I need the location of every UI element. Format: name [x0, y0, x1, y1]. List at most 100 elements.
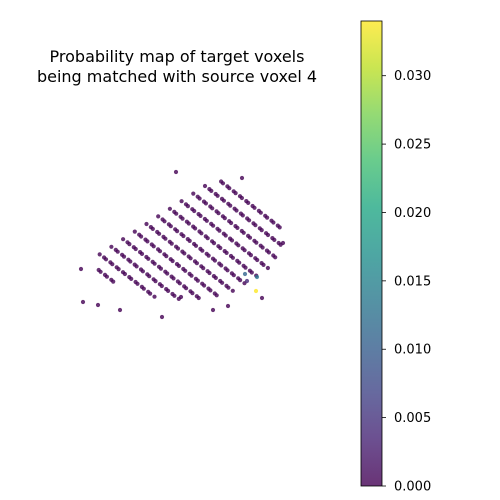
- voxel-point: [280, 240, 286, 246]
- voxel-point: [150, 226, 155, 231]
- voxel-point: [122, 271, 127, 277]
- voxel-point: [265, 232, 271, 238]
- voxel-point: [80, 299, 86, 305]
- voxel-point: [176, 263, 181, 268]
- voxel-point: [171, 276, 176, 281]
- colorbar-tick-label: 0.020: [394, 206, 431, 221]
- voxel-point: [240, 213, 245, 218]
- voxel-point: [169, 241, 174, 246]
- voxel-point: [135, 281, 140, 286]
- voxel-point: [272, 237, 277, 242]
- voxel-point: [211, 223, 216, 228]
- voxel-point: [207, 270, 212, 276]
- voxel-point: [220, 181, 226, 186]
- voxel-point: [202, 183, 208, 189]
- voxel-point: [252, 205, 257, 210]
- voxel-point: [139, 251, 145, 256]
- voxel-point: [165, 271, 170, 276]
- chart-title-line-2: being matched with source voxel 4: [37, 67, 317, 86]
- voxel-point: [219, 263, 224, 268]
- voxel-point: [228, 203, 233, 208]
- voxel-point: [238, 278, 243, 283]
- voxel-point: [164, 254, 169, 259]
- voxel-point: [229, 220, 234, 226]
- voxel-point: [265, 265, 270, 271]
- voxel-point: [254, 240, 259, 245]
- voxel-point: [98, 269, 103, 274]
- voxel-point: [192, 208, 197, 214]
- voxel-point: [191, 191, 196, 196]
- voxel-point: [227, 186, 232, 191]
- voxel-point: [183, 268, 188, 273]
- voxel-point: [206, 253, 211, 258]
- voxel-point: [152, 261, 157, 266]
- voxel-point: [193, 226, 198, 231]
- colorbar-tick-label: 0.010: [394, 343, 431, 358]
- voxel-point: [162, 219, 167, 224]
- voxel-point: [265, 215, 270, 220]
- voxel-point: [188, 256, 193, 261]
- voxel-point: [231, 273, 236, 278]
- voxel-point: [247, 235, 253, 240]
- voxel-point: [175, 246, 181, 251]
- voxel-point: [210, 307, 216, 313]
- voxel-point: [222, 216, 227, 221]
- voxel-point: [156, 214, 161, 219]
- voxel-point: [209, 188, 214, 193]
- voxel-point: [212, 258, 217, 263]
- voxel-point: [190, 291, 195, 296]
- voxel-point: [239, 175, 245, 181]
- voxel-point: [157, 231, 162, 236]
- colorbar: 0.000 0.005 0.010 0.015 0.020 0.025 0.030: [360, 20, 431, 495]
- voxel-point: [159, 314, 165, 320]
- voxel-point: [217, 228, 222, 233]
- voxel-point: [115, 249, 120, 254]
- voxel-point: [210, 206, 215, 211]
- voxel-point: [226, 285, 231, 290]
- voxel-point: [172, 293, 177, 298]
- voxel-point: [140, 269, 145, 274]
- voxel-point: [194, 261, 199, 266]
- voxel-point: [159, 283, 164, 289]
- voxel-point: [235, 225, 240, 230]
- colorbar-tick-label: 0.015: [394, 274, 431, 289]
- voxel-point: [216, 211, 221, 216]
- voxel-point: [237, 260, 242, 265]
- voxel-point: [95, 302, 101, 308]
- voxel-point: [157, 249, 163, 254]
- voxel-point: [202, 283, 207, 288]
- voxel-point: [151, 244, 156, 249]
- voxel-point: [242, 248, 247, 253]
- voxel-point: [110, 262, 115, 267]
- colorbar-tick-label: 0.005: [394, 411, 431, 426]
- voxel-point: [248, 253, 253, 258]
- colorbar-tick-label: 0.025: [394, 138, 431, 153]
- voxel-point: [229, 238, 235, 243]
- voxel-point: [158, 266, 163, 271]
- voxel-point: [163, 236, 168, 241]
- voxel-point: [166, 288, 171, 293]
- scatter-points: [78, 169, 286, 320]
- voxel-point: [249, 270, 254, 275]
- voxel-point: [247, 218, 252, 223]
- voxel-point: [215, 193, 220, 198]
- voxel-point: [145, 239, 150, 244]
- voxel-point: [201, 266, 206, 271]
- voxel-point: [152, 294, 157, 299]
- voxel-point: [185, 204, 190, 209]
- voxel-point: [208, 288, 213, 293]
- voxel-point: [271, 220, 276, 225]
- voxel-point: [109, 244, 114, 249]
- voxel-point: [173, 169, 179, 175]
- voxel-point: [97, 252, 102, 257]
- voxel-point: [211, 241, 217, 246]
- voxel-point: [199, 231, 204, 236]
- voxel-point: [133, 246, 138, 252]
- voxel-point: [104, 274, 109, 279]
- voxel-point: [236, 243, 241, 248]
- voxel-point: [255, 257, 260, 263]
- voxel-point: [127, 242, 132, 247]
- highlighted-voxel-point: [254, 274, 260, 280]
- voxel-point: [121, 237, 126, 242]
